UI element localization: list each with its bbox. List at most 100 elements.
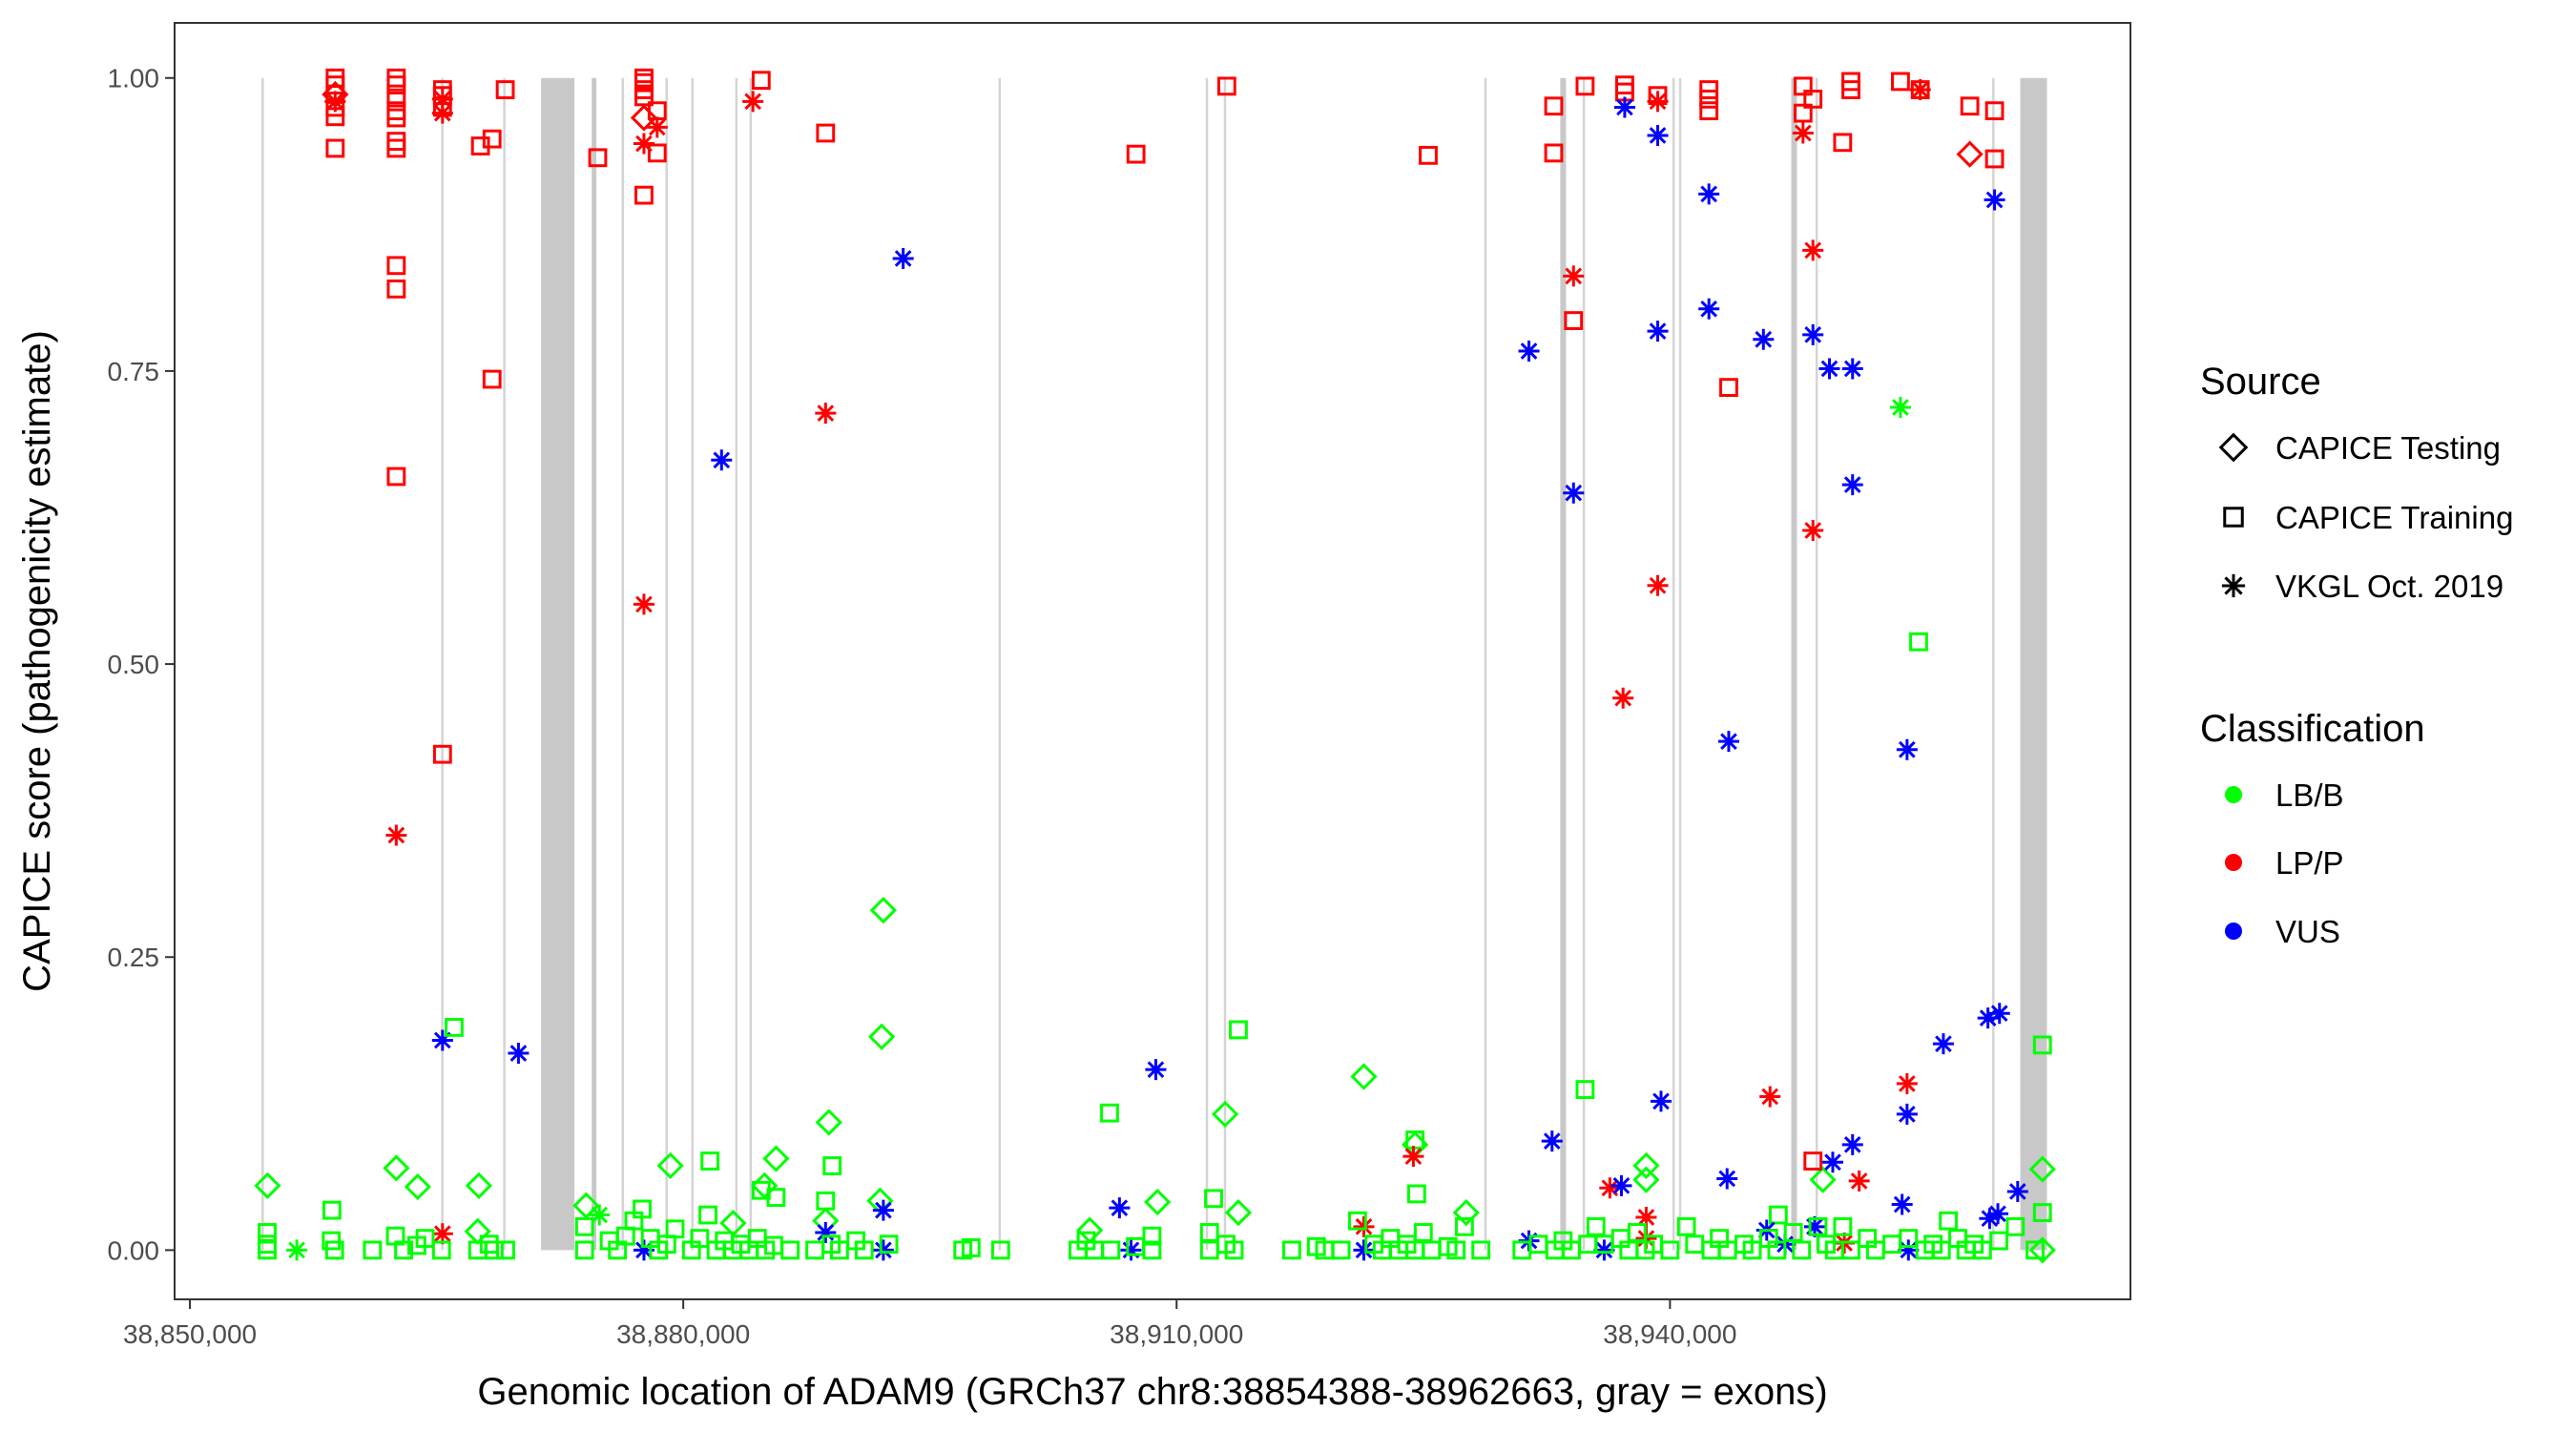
square-marker <box>482 129 502 149</box>
square-marker <box>2025 1240 2045 1260</box>
square-marker <box>2032 1035 2052 1055</box>
point-square <box>588 148 608 168</box>
point-square <box>1841 1240 1860 1260</box>
point-square <box>1808 1216 1828 1236</box>
point-square <box>386 75 406 95</box>
point-square <box>1960 96 1980 116</box>
asterisk-marker <box>1563 482 1585 504</box>
square-marker <box>386 75 406 95</box>
square-marker <box>1575 76 1595 96</box>
point-square <box>1405 1130 1425 1150</box>
exon-band <box>665 77 669 1251</box>
square-marker <box>700 1151 720 1171</box>
diamond-marker <box>1350 1063 1378 1090</box>
asterisk-marker <box>1977 1007 1999 1029</box>
asterisk-marker <box>431 102 453 124</box>
y-tick-label: 0.25 <box>108 943 160 972</box>
asterisk-marker <box>1821 1151 1843 1173</box>
point-square <box>482 129 502 149</box>
point-square <box>1803 89 1823 109</box>
point-diamond <box>1224 1198 1253 1227</box>
point-square <box>854 1240 874 1260</box>
point-asterisk <box>1353 1215 1375 1237</box>
diamond-marker <box>572 1192 600 1219</box>
point-asterisk <box>1613 96 1635 118</box>
point-asterisk <box>633 593 654 615</box>
point-asterisk <box>1841 358 1863 380</box>
point-square <box>816 123 836 143</box>
square-marker <box>1586 1216 1606 1236</box>
point-square <box>1331 1240 1351 1260</box>
y-tick-label: 1.00 <box>108 64 160 93</box>
exon-band <box>441 77 444 1251</box>
point-square <box>1126 144 1146 164</box>
square-marker <box>2005 1216 2025 1236</box>
y-tick-label: 0.50 <box>108 650 160 679</box>
asterisk-marker <box>1841 1133 1863 1155</box>
asterisk-marker <box>431 88 453 110</box>
point-square <box>990 1240 1010 1260</box>
exon-band <box>1678 77 1682 1251</box>
point-asterisk <box>508 1042 530 1064</box>
legend: Source CAPICE Testing CAPICE Training VKGL… <box>2200 361 2513 949</box>
exon-band <box>1582 77 1586 1251</box>
point-square <box>665 1219 685 1239</box>
asterisk-marker <box>324 91 346 113</box>
square-marker <box>1564 311 1584 330</box>
point-asterisk <box>1610 1174 1632 1196</box>
square-marker <box>990 1240 1010 1260</box>
asterisk-marker <box>1802 239 1824 261</box>
asterisk-marker <box>431 1223 453 1245</box>
point-asterisk <box>589 1204 611 1226</box>
point-square <box>1648 86 1668 106</box>
point-square <box>1544 96 1564 116</box>
square-marker <box>1984 101 2005 121</box>
point-asterisk <box>2221 573 2246 598</box>
point-square <box>2025 1240 2045 1260</box>
square-marker <box>1803 1151 1823 1171</box>
point-asterisk <box>1932 1033 1954 1055</box>
square-marker <box>574 1216 594 1236</box>
square-marker <box>633 1199 652 1219</box>
legend-class-label: VUS <box>2275 914 2340 949</box>
point-square <box>2223 507 2244 528</box>
diamond-marker <box>1632 1151 1660 1180</box>
point-square <box>1841 80 1860 99</box>
asterisk-marker <box>1518 341 1540 363</box>
point-square <box>690 1229 710 1249</box>
square-marker <box>665 1219 685 1239</box>
exon-band <box>261 77 264 1251</box>
square-marker <box>961 1238 981 1257</box>
point-diamond <box>383 1154 410 1182</box>
point-asterisk <box>633 1239 654 1261</box>
diamond-marker <box>2028 1236 2056 1264</box>
diamond-marker <box>656 1151 684 1180</box>
point-diamond <box>1211 1100 1239 1128</box>
point-square <box>496 1240 515 1260</box>
x-axis-title: Genomic location of ADAM9 (GRCh37 chr8:3… <box>477 1371 1827 1413</box>
square-marker <box>363 1240 383 1260</box>
point-square <box>1575 1080 1595 1099</box>
point-asterisk <box>1593 1239 1615 1261</box>
x-tick-label: 38,850,000 <box>123 1319 257 1349</box>
square-marker <box>1899 1229 1919 1249</box>
legend-color-dot <box>2225 854 2242 871</box>
square-marker <box>386 280 406 299</box>
point-asterisk <box>1984 189 2005 211</box>
asterisk-marker <box>1984 189 2005 211</box>
point-asterisk <box>431 102 453 124</box>
diamond-marker <box>815 1109 842 1136</box>
point-square <box>574 1240 594 1260</box>
square-marker <box>495 80 515 99</box>
point-square <box>1699 101 1719 121</box>
square-marker <box>1405 1130 1425 1150</box>
square-marker <box>1833 133 1853 153</box>
point-asterisk <box>385 824 407 846</box>
point-square <box>1989 1231 2009 1251</box>
point-square <box>324 1240 344 1260</box>
square-marker <box>1792 1240 1812 1260</box>
point-square <box>822 1156 842 1175</box>
point-asterisk <box>1896 1072 1918 1094</box>
square-marker <box>1841 1240 1860 1260</box>
point-diamond <box>1632 1166 1660 1193</box>
